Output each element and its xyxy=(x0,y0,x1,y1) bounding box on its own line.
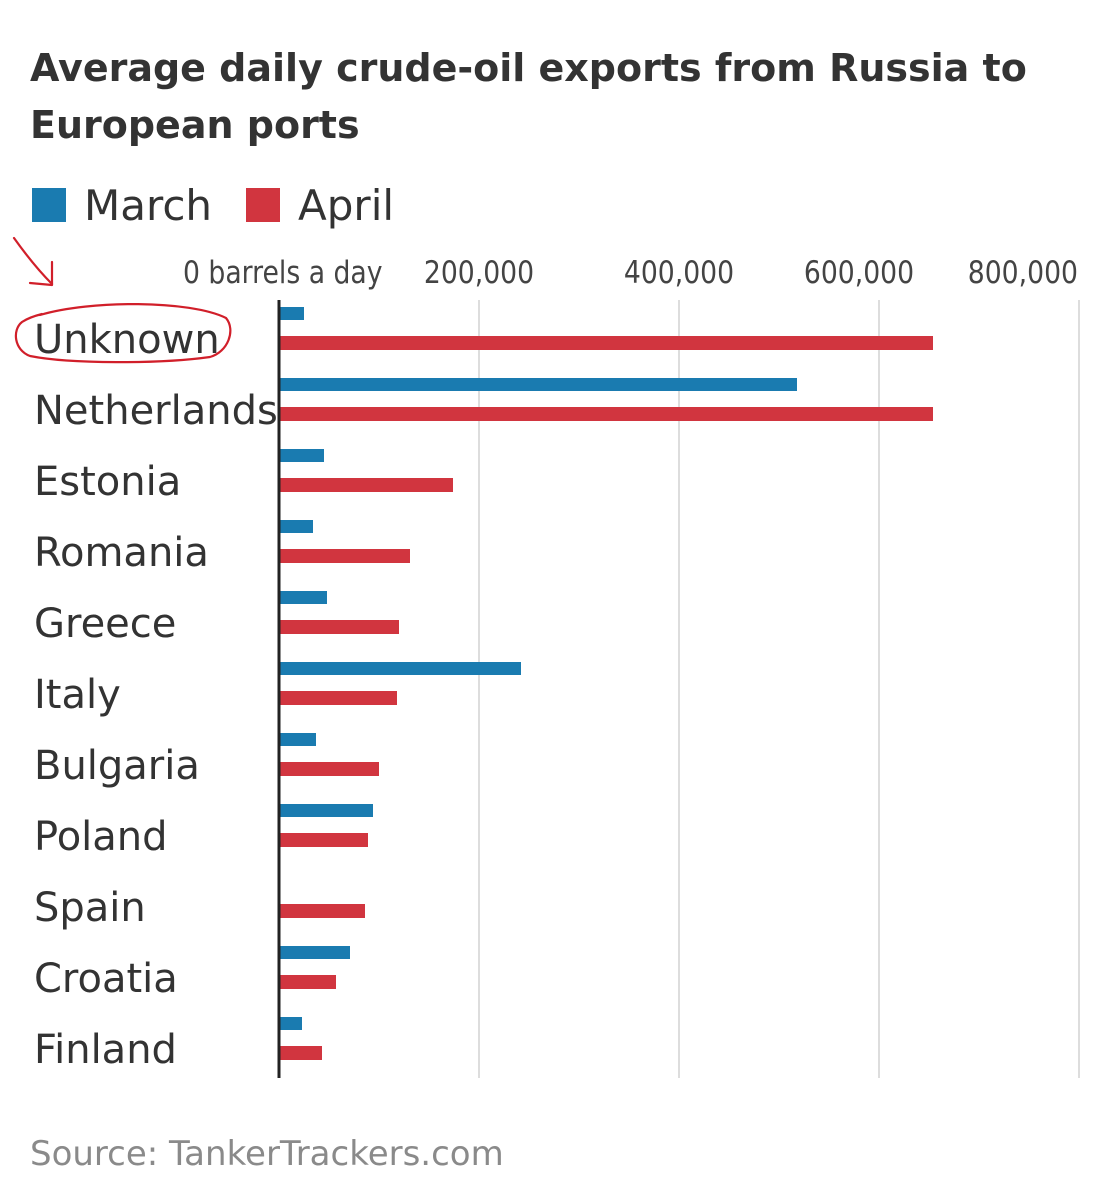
bar-april-romania xyxy=(279,549,410,563)
category-label-bulgaria: Bulgaria xyxy=(34,743,200,789)
category-label-croatia: Croatia xyxy=(34,956,178,1002)
bar-march-estonia xyxy=(279,449,324,462)
legend-label-march: March xyxy=(84,180,213,230)
bar-april-bulgaria xyxy=(279,762,379,776)
tick-label-4: 800,000 xyxy=(968,254,1078,290)
tick-label-2: 400,000 xyxy=(624,254,734,290)
source-note: Source: TankerTrackers.com xyxy=(30,1134,504,1174)
category-label-netherlands: Netherlands xyxy=(34,388,278,434)
category-label-unknown: Unknown xyxy=(34,317,220,363)
category-label-romania: Romania xyxy=(34,530,209,576)
bar-march-netherlands xyxy=(279,378,797,391)
category-label-italy: Italy xyxy=(34,672,121,718)
legend-item-march: March xyxy=(32,181,212,230)
bar-march-unknown xyxy=(279,307,304,320)
legend-item-april: April xyxy=(246,181,394,230)
bar-april-poland xyxy=(279,833,368,847)
bar-april-netherlands xyxy=(279,407,933,421)
annotation-circle xyxy=(14,303,232,364)
bar-april-spain xyxy=(279,904,365,918)
bar-march-greece xyxy=(279,591,327,604)
bar-march-poland xyxy=(279,804,373,817)
bar-march-finland xyxy=(279,1017,302,1030)
bar-april-italy xyxy=(279,691,397,705)
tick-label-1: 200,000 xyxy=(424,254,534,290)
bar-march-croatia xyxy=(279,946,350,959)
legend-swatch-april xyxy=(246,188,281,222)
category-label-finland: Finland xyxy=(34,1027,177,1073)
legend: March April xyxy=(32,180,428,230)
category-label-poland: Poland xyxy=(34,814,168,860)
bar-chart: 0 barrels a day 200,000 400,000 600,000 800,… xyxy=(12,236,1080,1078)
category-label-greece: Greece xyxy=(34,601,176,647)
category-label-spain: Spain xyxy=(34,885,146,931)
bar-march-bulgaria xyxy=(279,733,316,746)
bar-march-romania xyxy=(279,520,313,533)
annotation-arrow-icon xyxy=(12,236,54,286)
bar-april-estonia xyxy=(279,478,453,492)
tick-label-0: 0 barrels a day xyxy=(183,254,383,290)
tick-label-3: 600,000 xyxy=(804,254,914,290)
category-label-estonia: Estonia xyxy=(34,459,181,505)
bar-april-unknown xyxy=(279,336,933,350)
annotation-arrowhead-icon xyxy=(28,260,54,287)
bar-april-finland xyxy=(279,1046,322,1060)
legend-swatch-march xyxy=(32,188,66,222)
legend-label-april: April xyxy=(298,180,395,230)
chart-title: Average daily crude-oil exports from Rus… xyxy=(30,46,1027,147)
bar-april-croatia xyxy=(279,975,336,989)
bar-march-italy xyxy=(279,662,521,675)
bar-april-greece xyxy=(279,620,399,634)
